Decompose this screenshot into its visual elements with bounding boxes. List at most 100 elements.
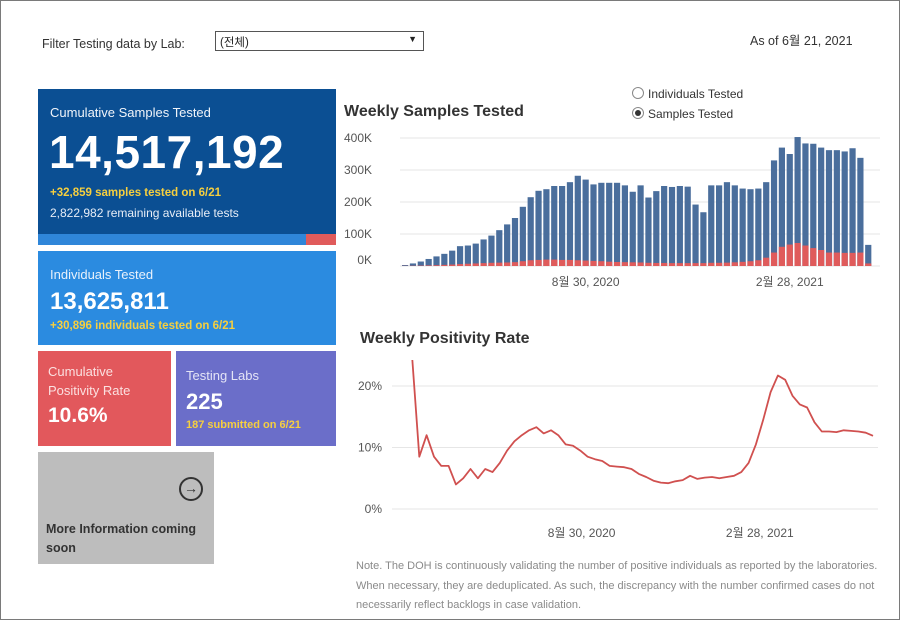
bar-positive [496, 262, 503, 266]
y-tick-label: 0K [357, 253, 372, 267]
bar-positive [818, 250, 825, 266]
lab-filter-select[interactable]: (전체) ▼ [215, 31, 424, 51]
note-text: Note. The DOH is continuously validating… [356, 560, 878, 611]
bar-samples [849, 148, 856, 266]
bar-samples [833, 150, 840, 266]
bar-positive [778, 246, 785, 266]
radio-individuals-tested[interactable]: Individuals Tested [632, 87, 743, 101]
bar-positive [527, 260, 534, 266]
arrow-right-circle-icon[interactable]: → [179, 477, 203, 501]
bar-samples [504, 224, 511, 266]
bar-positive [433, 265, 440, 266]
bar-positive [708, 262, 715, 266]
x-tick-label: 8월 30, 2020 [552, 275, 620, 289]
card-title: Cumulative Positivity Rate [48, 364, 131, 398]
x-tick-label: 2월 28, 2021 [726, 526, 794, 540]
bar-samples [456, 246, 464, 266]
bar-samples [661, 186, 668, 266]
radio-samples-tested[interactable]: Samples Tested [632, 107, 733, 121]
individuals-delta: +30,896 individuals tested on 6/21 [50, 320, 236, 332]
bar-positive [653, 262, 660, 266]
bar-positive [645, 262, 652, 266]
card-title: Cumulative Samples Tested [50, 105, 211, 120]
bar-samples [480, 239, 487, 266]
bar-samples [472, 243, 479, 266]
bar-samples [582, 179, 589, 266]
y-tick-label: 400K [344, 131, 372, 145]
bar-positive [637, 262, 644, 266]
bar-samples [613, 182, 621, 266]
bar-positive [755, 260, 762, 266]
bar-positive [488, 262, 495, 266]
cumulative-samples-value: 14,517,192 [49, 126, 285, 178]
bar-positive [794, 242, 801, 266]
bar-positive [480, 263, 487, 266]
bar-samples [590, 184, 597, 266]
card-title: Individuals Tested [50, 267, 154, 282]
remaining-tests: 2,822,982 remaining available tests [50, 206, 239, 220]
bar-positive [770, 252, 778, 266]
bar-positive [676, 263, 683, 266]
chevron-down-icon: ▼ [408, 34, 417, 44]
bar-samples [810, 143, 817, 266]
bar-samples [731, 185, 738, 266]
radio-circle-icon [632, 87, 644, 99]
bar-samples [794, 137, 801, 266]
bar-samples [621, 185, 628, 266]
y-tick-label: 100K [344, 227, 372, 241]
cumulative-samples-card: Cumulative Samples Tested 14,517,192 +32… [38, 89, 336, 245]
bar-samples [409, 263, 417, 266]
bar-positive [857, 252, 864, 266]
bar-positive [464, 263, 471, 266]
y-tick-label: 10% [358, 441, 382, 455]
bar-samples [755, 188, 762, 266]
labs-delta: 187 submitted on 6/21 [186, 419, 301, 431]
positivity-rate-value: 10.6% [48, 404, 108, 427]
bar-positive [606, 261, 613, 266]
bar-samples [519, 206, 526, 266]
bar-samples [496, 230, 503, 266]
bar-samples [770, 160, 778, 266]
bar-positive [535, 259, 542, 266]
bar-positive [559, 259, 566, 266]
testing-labs-card: Testing Labs 225 187 submitted on 6/21 [176, 351, 336, 446]
bar-samples [802, 143, 809, 266]
bar-positive [668, 263, 676, 266]
more-information-card[interactable]: → More Information coming soon [38, 452, 214, 564]
bar-samples [464, 245, 471, 266]
bar-samples [676, 186, 683, 266]
bar-samples [402, 265, 409, 266]
bar-samples [723, 182, 731, 266]
weekly-samples-title: Weekly Samples Tested [344, 103, 524, 120]
bar-positive [574, 260, 581, 266]
card-title: Testing Labs [186, 368, 259, 383]
bar-positive [441, 264, 448, 266]
bar-samples [778, 147, 785, 266]
bar-samples [566, 182, 574, 266]
bar-samples [511, 218, 519, 266]
bar-samples [543, 189, 550, 266]
bar-samples [574, 175, 581, 266]
bar-samples [606, 182, 613, 266]
positivity-rate-card: Cumulative Positivity Rate 10.6% [38, 351, 171, 446]
bar-samples [786, 154, 793, 266]
bar-samples [692, 204, 699, 266]
bar-positive [551, 259, 558, 266]
bar-samples [739, 188, 746, 266]
individuals-tested-value: 13,625,811 [50, 288, 169, 315]
bar-samples [629, 191, 636, 266]
bar-positive [723, 262, 731, 266]
bar-positive [841, 252, 848, 266]
bar-samples [825, 150, 833, 266]
bar-samples [449, 250, 456, 266]
bar-positive [472, 263, 479, 266]
bar-samples [559, 186, 566, 266]
x-tick-label: 2월 28, 2021 [756, 275, 824, 289]
x-tick-label: 8월 30, 2020 [548, 526, 616, 540]
bar-samples [716, 185, 723, 266]
bar-positive [566, 259, 574, 266]
bar-positive [747, 261, 754, 266]
bar-positive [700, 263, 707, 266]
bar-positive [511, 262, 519, 266]
bar-samples [763, 182, 770, 266]
